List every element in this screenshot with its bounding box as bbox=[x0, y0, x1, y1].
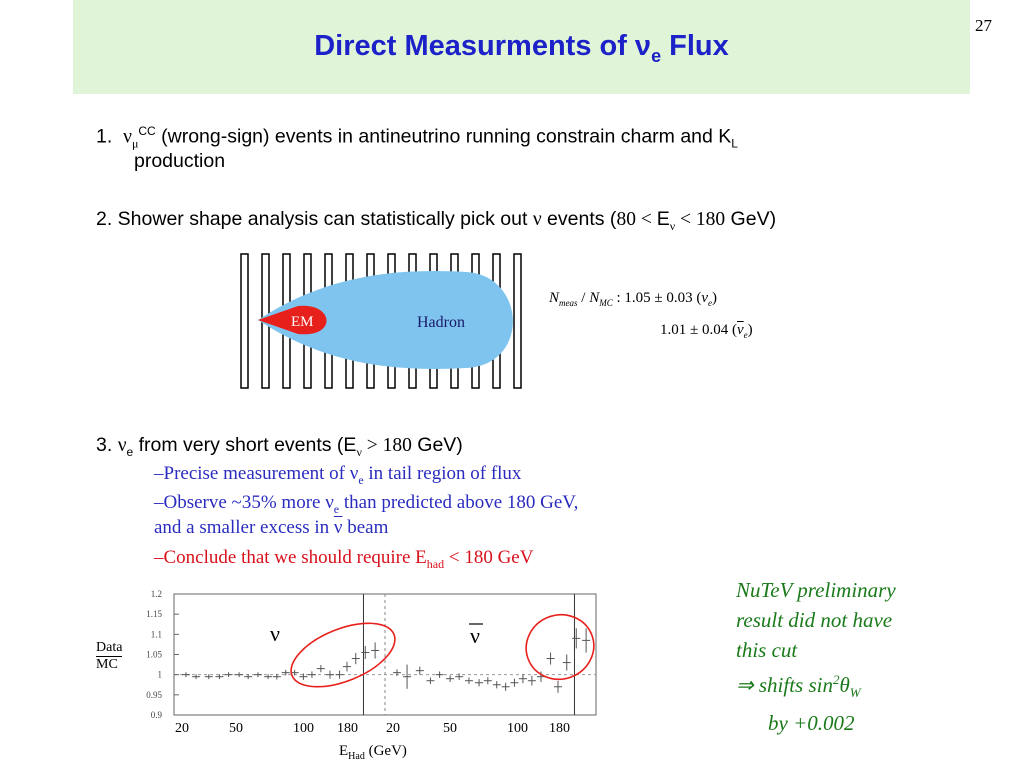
nu-data-point bbox=[235, 672, 244, 678]
ratio-line-2: 1.01 ± 0.04 (νe) bbox=[660, 322, 753, 340]
ylabel-data: Data bbox=[96, 640, 123, 657]
em-label: EM bbox=[291, 314, 314, 330]
nubar-data-point bbox=[455, 673, 464, 680]
x-tick-labels: 20 50 100 180 20 50 100 180 bbox=[171, 721, 591, 741]
xtick-nubar-100: 100 bbox=[507, 721, 528, 736]
plot-xlabel: EHad (GeV) bbox=[339, 743, 407, 762]
note-line-5: by +0.002 bbox=[768, 711, 855, 736]
bullet-conclude: –Conclude that we should require Ehad < … bbox=[154, 547, 534, 571]
note-line-2: result did not have bbox=[736, 608, 893, 632]
plot-points bbox=[181, 628, 591, 693]
bullet-observe: –Observe ~35% more νe than predicted abo… bbox=[154, 492, 579, 516]
y-tick-label: 1 bbox=[158, 670, 163, 680]
item-1-line2: production bbox=[134, 150, 226, 172]
hadron-label: Hadron bbox=[417, 314, 465, 331]
nubar-data-point bbox=[392, 669, 401, 676]
xtick-nubar-20: 20 bbox=[386, 721, 400, 736]
nu-data-point bbox=[342, 661, 351, 672]
bullet-precise: –Precise measurement of νe in tail regio… bbox=[154, 463, 522, 487]
nubar-series-label: ν bbox=[470, 623, 480, 648]
nu-data-point bbox=[204, 674, 213, 680]
nu-data-point bbox=[325, 670, 334, 679]
ratio-line-1: Nmeas / NMC : 1.05 ± 0.03 (νe) bbox=[549, 290, 718, 308]
y-tick-label: 1.1 bbox=[151, 629, 162, 639]
nubar-data-point bbox=[475, 679, 484, 687]
item-2: 2. Shower shape analysis can statistical… bbox=[96, 208, 777, 233]
ylabel-mc: MC bbox=[96, 657, 118, 672]
nubar-data-point bbox=[572, 628, 581, 649]
nu-data-point bbox=[244, 674, 253, 680]
excess-circle-nubar bbox=[525, 613, 595, 681]
nubar-data-point bbox=[415, 666, 424, 675]
y-tick-label: 1.2 bbox=[151, 589, 162, 599]
title-bar bbox=[73, 0, 970, 94]
xtick-nu-50: 50 bbox=[229, 721, 243, 736]
excess-circle-nu bbox=[290, 622, 396, 688]
data-mc-ratio-plot: 1.2 1.15 1.1 1.05 1 0.95 0.9 ν ν bbox=[146, 589, 597, 720]
xtick-nu-100: 100 bbox=[293, 721, 314, 736]
item-1: 1. νμCC (wrong-sign) events in antineutr… bbox=[96, 124, 738, 151]
plot-ylabel: Data MC bbox=[96, 640, 123, 673]
nubar-data-point bbox=[403, 664, 412, 689]
shower-diagram: EM Hadron bbox=[240, 253, 522, 389]
nu-data-point bbox=[192, 674, 201, 680]
y-tick-label: 0.9 bbox=[151, 710, 163, 720]
nubar-data-point bbox=[510, 678, 519, 687]
nu-data-point bbox=[215, 674, 224, 680]
nubar-data-point bbox=[426, 677, 435, 684]
nubar-data-point bbox=[562, 654, 571, 671]
nu-data-point bbox=[307, 671, 316, 678]
nu-data-point bbox=[361, 646, 370, 659]
nu-data-point bbox=[272, 673, 281, 680]
nu-data-point bbox=[181, 672, 190, 678]
item-3: 3. νe from very short events (Eν > 180 G… bbox=[96, 434, 463, 459]
nubar-data-point bbox=[446, 675, 455, 682]
nu-data-point bbox=[224, 672, 233, 678]
plot-axes: 1.2 1.15 1.1 1.05 1 0.95 0.9 bbox=[146, 589, 597, 720]
nu-data-point bbox=[281, 669, 290, 676]
nubar-data-point bbox=[582, 628, 591, 653]
nu-data-point bbox=[299, 673, 308, 680]
hadron-shower bbox=[258, 271, 513, 369]
bullet-observe-line2: and a smaller excess in ν beam bbox=[154, 517, 389, 538]
note-line-3: this cut bbox=[736, 638, 798, 662]
y-tick-label: 0.95 bbox=[146, 690, 162, 700]
nu-data-point bbox=[335, 670, 344, 679]
nubar-data-point bbox=[483, 677, 492, 685]
xtick-nubar-50: 50 bbox=[443, 721, 457, 736]
nu-data-point bbox=[264, 674, 273, 680]
nubar-data-point bbox=[546, 652, 555, 665]
nutev-note: NuTeV preliminary result did not have th… bbox=[736, 575, 896, 738]
nubar-data-point bbox=[527, 675, 536, 686]
note-line-1: NuTeV preliminary bbox=[736, 578, 896, 602]
nu-data-point bbox=[253, 672, 262, 678]
nu-series-label: ν bbox=[270, 621, 280, 646]
xtick-nu-20: 20 bbox=[175, 721, 189, 736]
em-shower bbox=[258, 305, 327, 335]
note-line-4: ⇒ shifts sin2θW bbox=[736, 672, 861, 701]
nubar-data-point bbox=[464, 677, 473, 684]
slide-title: Direct Measurments of νe Flux bbox=[314, 30, 729, 66]
nu-data-point bbox=[351, 652, 360, 665]
nubar-data-point bbox=[492, 681, 501, 689]
nubar-data-point bbox=[435, 671, 444, 678]
y-tick-label: 1.15 bbox=[146, 609, 162, 619]
nubar-data-point bbox=[501, 682, 510, 691]
nu-data-point bbox=[316, 664, 325, 673]
slide-number: 27 bbox=[975, 16, 992, 35]
nubar-data-point bbox=[518, 674, 527, 684]
nubar-data-point bbox=[553, 680, 562, 693]
xtick-nubar-180: 180 bbox=[549, 721, 570, 736]
y-tick-label: 1.05 bbox=[146, 650, 162, 660]
xtick-nu-180: 180 bbox=[337, 721, 358, 736]
nu-data-point bbox=[371, 642, 380, 659]
